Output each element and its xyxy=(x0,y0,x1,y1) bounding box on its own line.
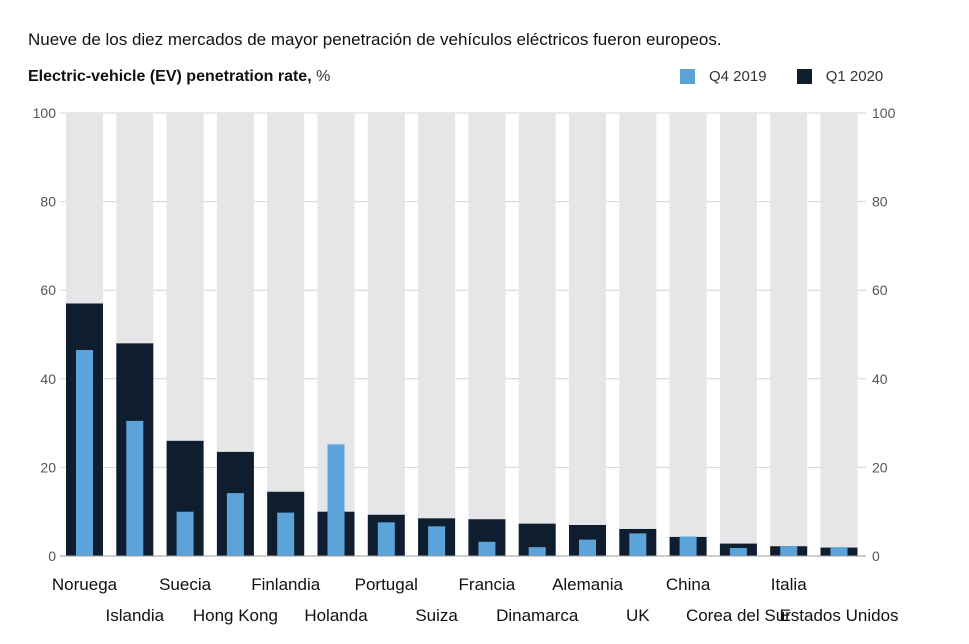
bar-q4-2019-13 xyxy=(729,548,747,556)
category-label-12: China xyxy=(666,575,711,594)
bar-q4-2019-2 xyxy=(176,511,194,556)
bar-background-15 xyxy=(820,113,858,556)
bar-q4-2019-10 xyxy=(579,539,596,556)
y-tick-right-5: 100 xyxy=(872,105,896,121)
y-tick-left-5: 100 xyxy=(33,105,57,121)
bar-background-9 xyxy=(518,113,556,556)
chart-legend: Q4 2019 Q1 2020 xyxy=(680,68,909,88)
bar-q4-2019-15 xyxy=(830,547,848,556)
y-tick-right-2: 40 xyxy=(872,371,888,387)
bar-background-4 xyxy=(267,113,305,556)
category-label-6: Portugal xyxy=(355,575,418,594)
bar-q4-2019-14 xyxy=(780,546,798,556)
legend-item-q1-2020: Q1 2020 xyxy=(796,68,884,85)
category-label-4: Finlandia xyxy=(251,575,321,594)
bar-background-6 xyxy=(367,113,405,556)
bar-q4-2019-1 xyxy=(126,420,144,556)
y-tick-left-0: 0 xyxy=(48,548,56,564)
category-label-7: Suiza xyxy=(415,606,458,625)
bar-background-8 xyxy=(468,113,506,556)
y-tick-left-1: 20 xyxy=(40,459,56,475)
bar-background-12 xyxy=(669,113,707,556)
y-tick-left-3: 60 xyxy=(40,282,56,298)
bar-q4-2019-4 xyxy=(277,512,295,556)
category-label-14: Italia xyxy=(771,575,807,594)
bar-q4-2019-5 xyxy=(327,444,345,556)
category-label-9: Dinamarca xyxy=(496,606,579,625)
category-label-1: Islandia xyxy=(105,606,164,625)
category-label-0: Noruega xyxy=(52,575,118,594)
bar-q4-2019-11 xyxy=(629,533,647,556)
bar-background-14 xyxy=(770,113,808,556)
bar-background-10 xyxy=(569,113,606,556)
y-tick-left-2: 40 xyxy=(40,371,56,387)
category-label-15: Estados Unidos xyxy=(779,606,898,625)
y-tick-right-4: 80 xyxy=(872,194,888,210)
bar-q4-2019-3 xyxy=(226,493,244,556)
chart-title-text: Electric-vehicle (EV) penetration rate, xyxy=(28,68,312,85)
legend-swatch-q1-2020 xyxy=(796,69,812,84)
bar-q4-2019-7 xyxy=(428,526,446,556)
category-label-3: Hong Kong xyxy=(193,606,278,625)
bar-background-7 xyxy=(418,113,456,556)
category-label-5: Holanda xyxy=(304,606,368,625)
legend-item-q4-2019: Q4 2019 xyxy=(680,68,767,85)
category-label-8: Francia xyxy=(459,575,516,594)
bar-q4-2019-8 xyxy=(478,541,496,556)
bar-background-13 xyxy=(719,113,757,556)
y-tick-right-0: 0 xyxy=(872,548,880,564)
bar-background-11 xyxy=(619,113,657,556)
bar-q4-2019-9 xyxy=(528,547,546,556)
chart-intro-text: Nueve de los diez mercados de mayor pene… xyxy=(28,30,722,49)
chart-title-unit: % xyxy=(316,68,331,85)
category-label-11: UK xyxy=(626,606,650,625)
bar-q4-2019-12 xyxy=(679,536,697,556)
category-label-10: Alemania xyxy=(552,575,623,594)
y-tick-left-4: 80 xyxy=(40,194,56,210)
category-label-2: Suecia xyxy=(159,575,212,594)
bar-q4-2019-0 xyxy=(76,350,93,556)
legend-label-q1-2020: Q1 2020 xyxy=(825,68,884,85)
category-label-13: Corea del Sur xyxy=(686,606,791,625)
y-tick-right-3: 60 xyxy=(872,282,888,298)
legend-label-q4-2019: Q4 2019 xyxy=(709,68,767,85)
chart-title: Electric-vehicle (EV) penetration rate, … xyxy=(28,68,330,86)
bar-q4-2019-6 xyxy=(377,522,395,556)
y-tick-right-1: 20 xyxy=(872,459,888,475)
legend-swatch-q4-2019 xyxy=(680,69,695,84)
